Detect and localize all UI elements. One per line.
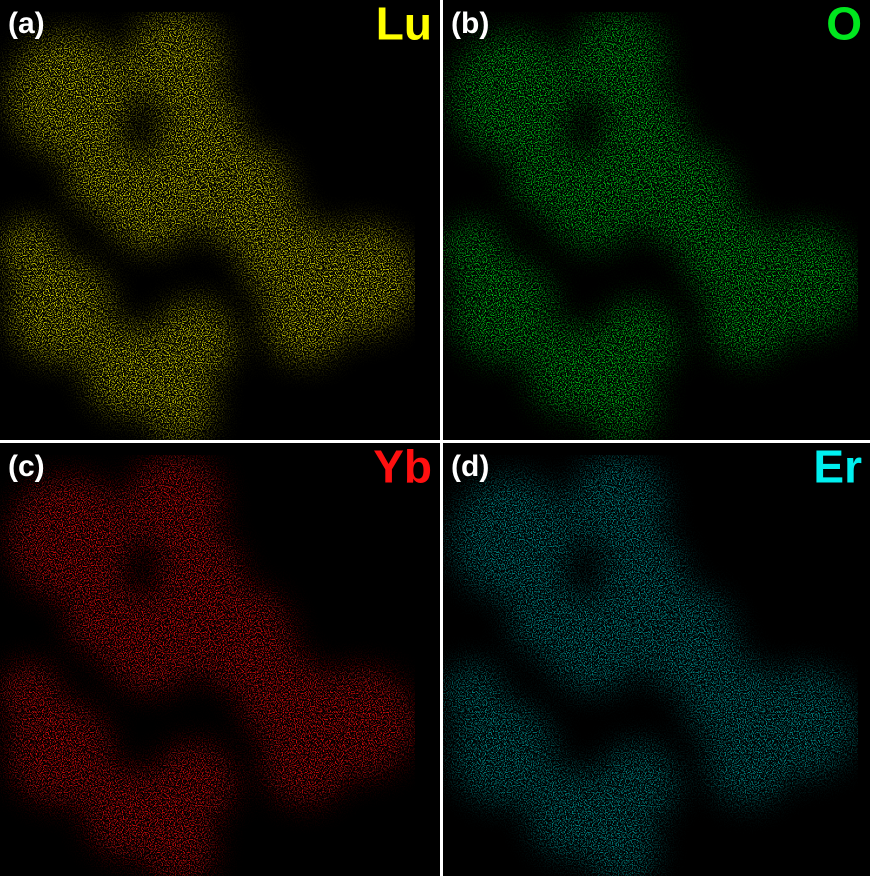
panel-label: (d) (451, 450, 489, 483)
element-label: Lu (376, 0, 432, 50)
element-label: O (826, 0, 862, 50)
map-panel: (c) Yb (0, 441, 440, 876)
panel-label: (a) (8, 7, 45, 40)
map-panel: (a) Lu (0, 0, 440, 440)
panel-label: (b) (451, 7, 489, 40)
map-panel: (b) O (443, 0, 870, 440)
map-panel: (d) Er (443, 441, 870, 876)
page: {"panels": [ {"label": "(a)", "element":… (0, 0, 870, 876)
element-label: Yb (373, 441, 432, 493)
eds-maps: (a) Lu (b) O (c) Yb (d) Er (0, 0, 870, 876)
element-label: Er (813, 441, 862, 493)
panel-label: (c) (8, 450, 45, 483)
